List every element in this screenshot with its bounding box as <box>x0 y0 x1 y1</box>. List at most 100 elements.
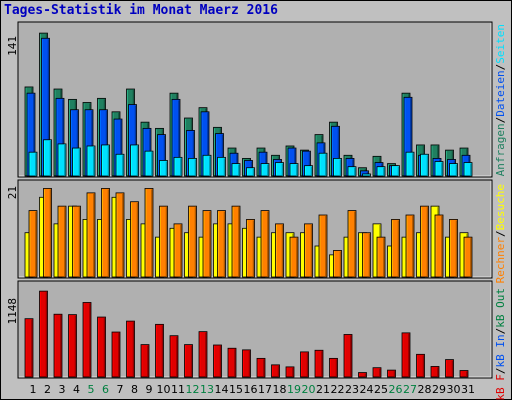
bar-seiten-day-2 <box>43 139 52 177</box>
bar-kb-day-28 <box>416 353 425 378</box>
bar-kb-day-17 <box>256 357 266 378</box>
x-tick-day-4: 4 <box>73 383 80 396</box>
bar-kb-day-14 <box>213 344 222 378</box>
x-tick-day-31: 31 <box>461 383 475 396</box>
x-tick-day-5: 5 <box>88 383 95 396</box>
bar-seiten-day-20 <box>304 165 313 177</box>
legend-middle-item-1: / <box>494 230 507 237</box>
bar-seiten-day-19 <box>289 163 299 177</box>
y-tick-top: 141 <box>6 36 19 56</box>
bar-seiten-day-12 <box>188 157 197 177</box>
x-tick-day-28: 28 <box>418 383 432 396</box>
x-tick-day-17: 17 <box>258 383 272 396</box>
bar-rechner-day-29 <box>434 214 444 278</box>
bar-kb-day-9 <box>140 344 150 378</box>
bar-rechner-day-9 <box>144 188 154 278</box>
bar-seiten-day-1 <box>28 151 38 177</box>
x-tick-day-26: 26 <box>389 383 403 396</box>
x-tick-day-9: 9 <box>146 383 153 396</box>
x-tick-day-16: 16 <box>244 383 258 396</box>
bar-rechner-day-28 <box>420 205 429 278</box>
x-tick-day-11: 11 <box>171 383 185 396</box>
bar-kb-day-30 <box>445 359 454 378</box>
chart-panels <box>17 21 493 379</box>
chart-bars <box>24 32 473 378</box>
bar-rechner-day-22 <box>333 250 342 278</box>
bar-rechner-day-13 <box>202 210 212 278</box>
bar-kb-day-26 <box>387 369 396 378</box>
x-tick-day-3: 3 <box>59 383 66 396</box>
bar-rechner-day-20 <box>304 223 313 278</box>
bar-rechner-day-24 <box>362 232 371 278</box>
bar-rechner-day-25 <box>376 236 386 278</box>
bar-kb-day-21 <box>314 349 324 378</box>
bar-kb-day-4 <box>68 314 77 378</box>
bar-rechner-day-5 <box>86 192 96 278</box>
bar-kb-day-20 <box>300 351 309 378</box>
plot-area-top <box>17 21 493 178</box>
bar-rechner-day-8 <box>130 201 139 278</box>
x-tick-day-24: 24 <box>360 383 374 396</box>
legend-bottom-item-3: / <box>494 328 507 335</box>
bar-rechner-day-26 <box>391 219 400 278</box>
x-tick-day-22: 22 <box>331 383 345 396</box>
bar-kb-day-31 <box>459 370 469 378</box>
bar-kb-day-16 <box>242 349 251 378</box>
x-tick-day-25: 25 <box>374 383 388 396</box>
bar-kb-day-29 <box>430 366 440 378</box>
plot-area-bottom <box>17 280 493 379</box>
bar-seiten-day-26 <box>391 165 400 177</box>
bar-seiten-day-27 <box>405 151 415 177</box>
bar-kb-day-23 <box>343 334 353 378</box>
legend-top-item-2: Dateien <box>494 70 507 116</box>
legend-middle-item-0: Rechner <box>494 237 507 284</box>
bar-rechner-day-4 <box>72 205 81 278</box>
x-tick-day-15: 15 <box>229 383 243 396</box>
bar-rechner-day-11 <box>173 223 183 278</box>
bar-seiten-day-29 <box>434 161 444 177</box>
legend-top-item-0: Anfragen <box>494 123 507 176</box>
bar-kb-day-7 <box>111 331 121 378</box>
legend-middle: Rechner/Besuche <box>494 184 507 283</box>
bar-seiten-day-17 <box>260 163 270 177</box>
bar-kb-day-10 <box>155 323 164 378</box>
x-tick-day-13: 13 <box>200 383 214 396</box>
bar-kb-day-2 <box>39 290 48 378</box>
x-tick-day-14: 14 <box>215 383 229 396</box>
bar-kb-day-18 <box>271 364 280 378</box>
bar-seiten-day-28 <box>420 153 429 177</box>
bar-kb-day-25 <box>372 367 382 378</box>
legend-bottom-item-2: kB In <box>494 334 507 367</box>
x-tick-day-19: 19 <box>287 383 301 396</box>
bar-seiten-day-25 <box>376 166 386 177</box>
bar-rechner-day-15 <box>231 205 241 278</box>
bar-seiten-day-14 <box>217 156 226 177</box>
bar-rechner-day-30 <box>449 219 458 278</box>
bar-seiten-day-13 <box>202 154 212 177</box>
x-tick-day-23: 23 <box>345 383 359 396</box>
bar-seiten-day-16 <box>246 167 255 177</box>
legend-middle-item-2: Besuche <box>494 184 507 230</box>
bar-kb-day-8 <box>126 320 135 378</box>
bar-seiten-day-11 <box>173 156 183 177</box>
bar-rechner-day-19 <box>289 236 299 278</box>
x-tick-day-29: 29 <box>432 383 446 396</box>
bar-rechner-day-16 <box>246 219 255 278</box>
bar-seiten-day-5 <box>86 145 96 177</box>
bar-seiten-day-8 <box>130 144 139 177</box>
bar-rechner-day-31 <box>463 236 473 278</box>
bar-rechner-day-3 <box>57 205 67 278</box>
bar-rechner-day-18 <box>275 223 284 278</box>
x-tick-day-2: 2 <box>44 383 51 396</box>
bar-kb-day-3 <box>53 313 63 378</box>
bar-seiten-day-10 <box>159 160 168 177</box>
chart-title: Tages-Statistik im Monat Maerz 2016 <box>4 3 278 18</box>
x-tick-day-30: 30 <box>447 383 461 396</box>
bar-rechner-day-7 <box>115 192 125 278</box>
legend-bottom-item-0: kB F <box>494 374 507 400</box>
bar-rechner-day-1 <box>28 210 38 278</box>
bar-rechner-day-6 <box>101 188 110 278</box>
bar-seiten-day-31 <box>463 162 473 177</box>
bar-seiten-day-22 <box>333 157 342 177</box>
